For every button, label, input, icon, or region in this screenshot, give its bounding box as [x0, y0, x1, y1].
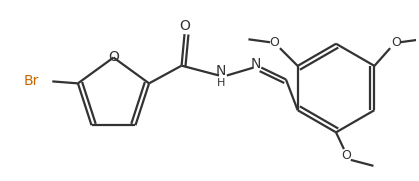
Text: N: N — [216, 64, 226, 78]
Text: O: O — [269, 36, 279, 49]
Text: Br: Br — [23, 74, 39, 88]
Text: O: O — [391, 36, 401, 49]
Text: N: N — [250, 57, 261, 71]
Text: H: H — [217, 78, 225, 88]
Text: O: O — [179, 19, 190, 33]
Text: O: O — [108, 50, 119, 64]
Text: O: O — [341, 150, 351, 163]
